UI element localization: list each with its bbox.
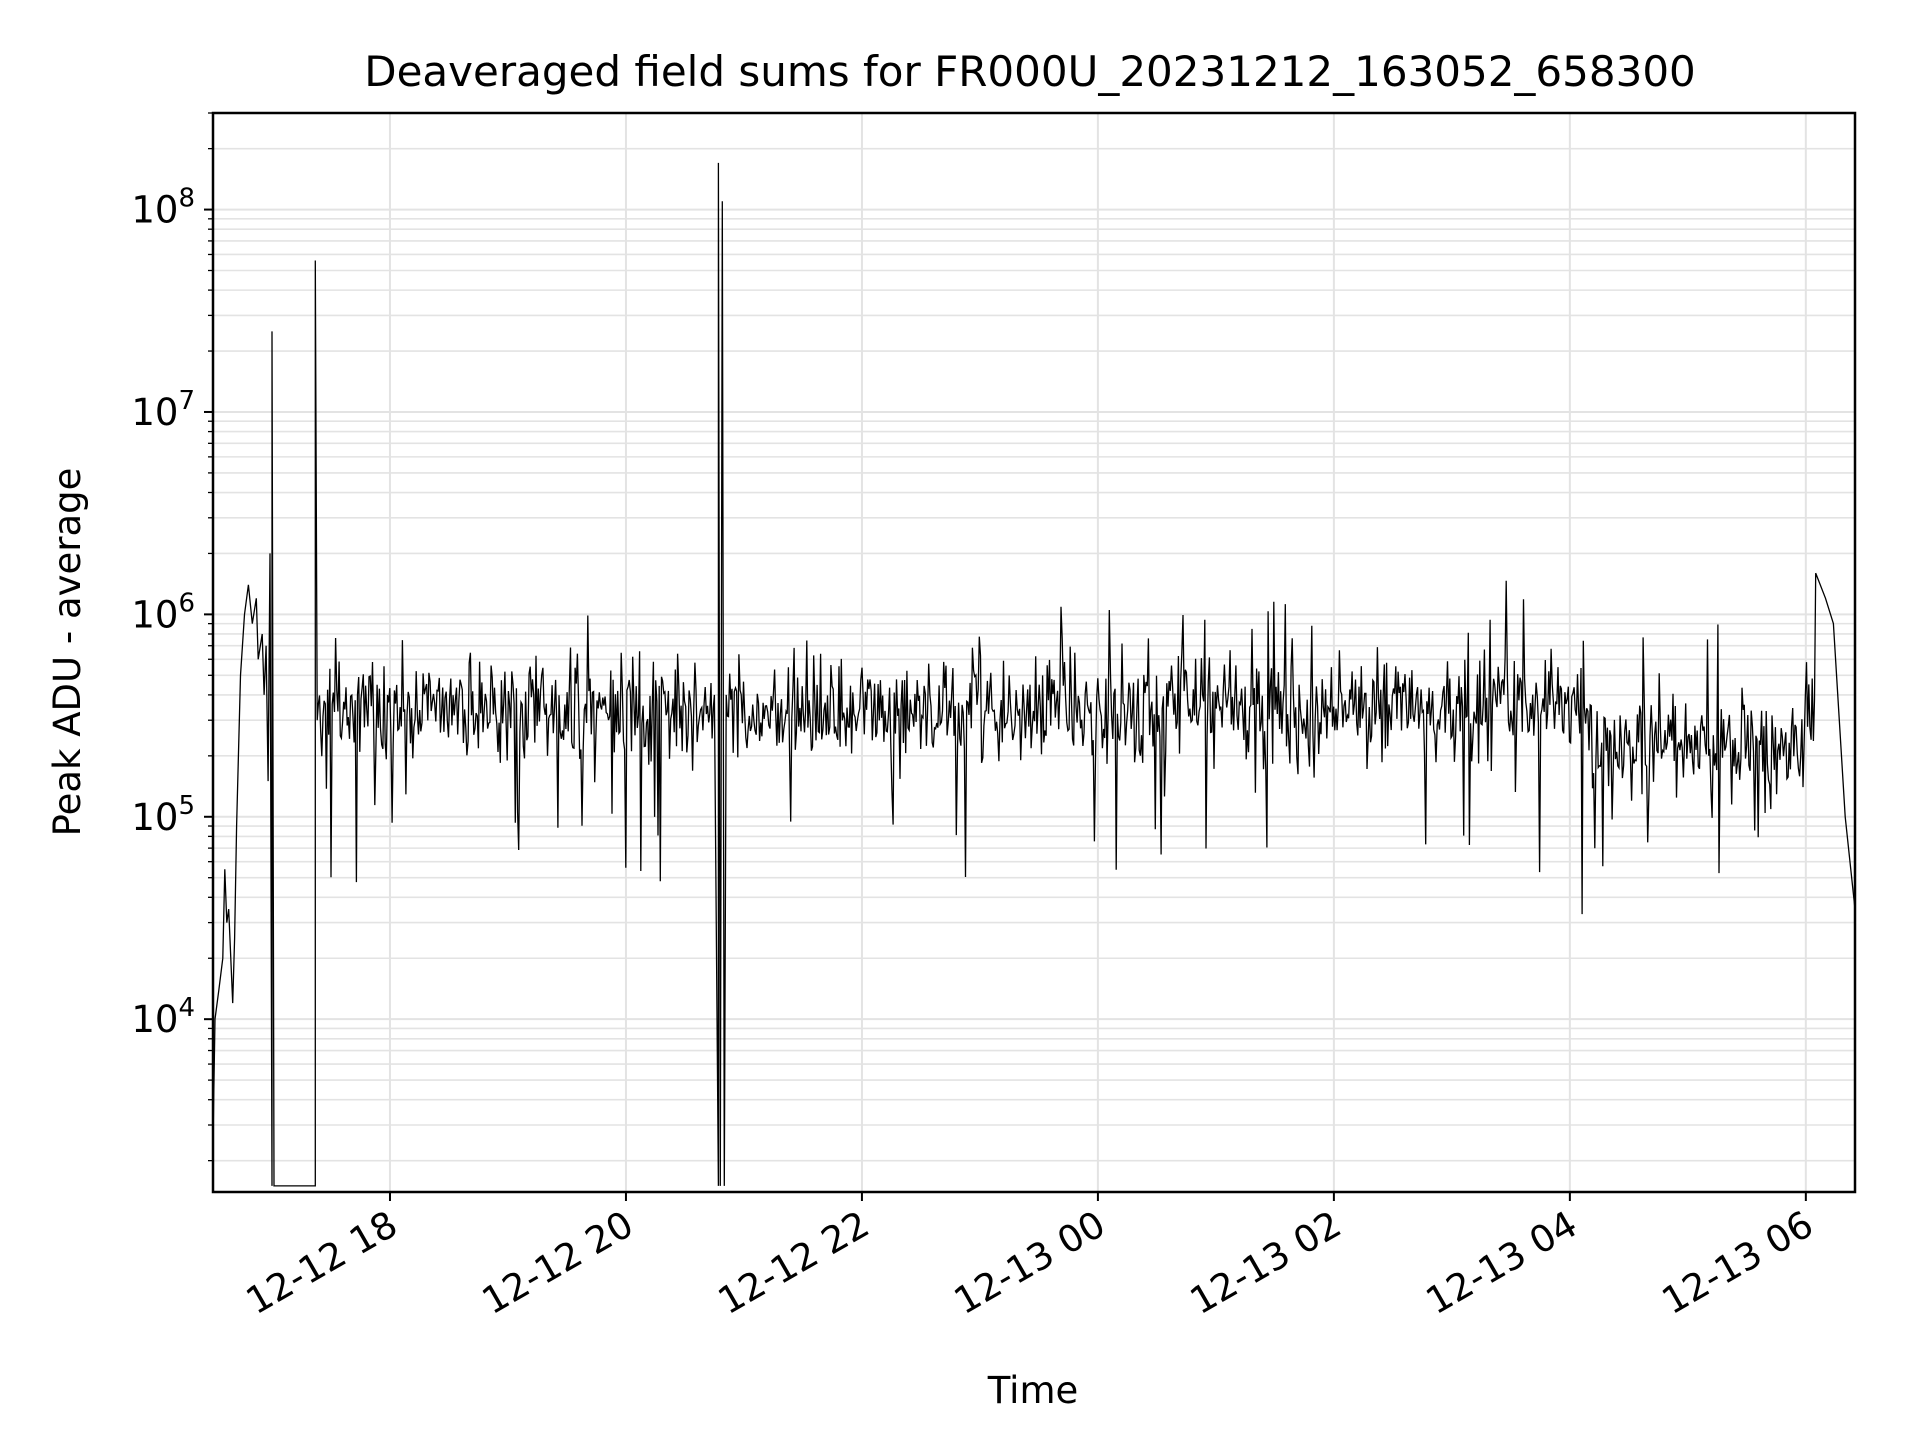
y-axis-label: Peak ADU - average bbox=[46, 468, 89, 837]
grid bbox=[213, 112, 1855, 1192]
x-tick-label: 12-12 20 bbox=[475, 1203, 641, 1323]
chart-title: Deaveraged field sums for FR000U_2023121… bbox=[364, 47, 1696, 96]
x-tick-label: 12-13 00 bbox=[947, 1203, 1113, 1323]
x-axis-label: Time bbox=[987, 1369, 1079, 1412]
x-tick-label: 12-12 18 bbox=[239, 1203, 405, 1323]
y-tick-labels: 104 105 106 107 108 bbox=[131, 184, 195, 1042]
y-tick-label: 107 bbox=[131, 386, 195, 434]
y-tick-label: 106 bbox=[131, 588, 195, 636]
x-tick-label: 12-12 22 bbox=[711, 1203, 877, 1323]
x-tick-label: 12-13 04 bbox=[1419, 1203, 1585, 1323]
y-tick-label: 104 bbox=[131, 993, 195, 1041]
series-line bbox=[212, 162, 1856, 1187]
y-tick-label: 105 bbox=[131, 791, 195, 839]
series-layer bbox=[212, 162, 1856, 1187]
x-tick-labels: 12-12 18 12-12 20 12-12 22 12-13 00 12-13 02… bbox=[239, 1203, 1820, 1323]
x-tick-label: 12-13 06 bbox=[1655, 1203, 1821, 1323]
x-tick-label: 12-13 02 bbox=[1183, 1203, 1349, 1323]
y-tick-label: 108 bbox=[131, 184, 195, 232]
axis-ticks bbox=[204, 112, 1807, 1201]
plot-frame bbox=[211, 111, 1857, 1194]
